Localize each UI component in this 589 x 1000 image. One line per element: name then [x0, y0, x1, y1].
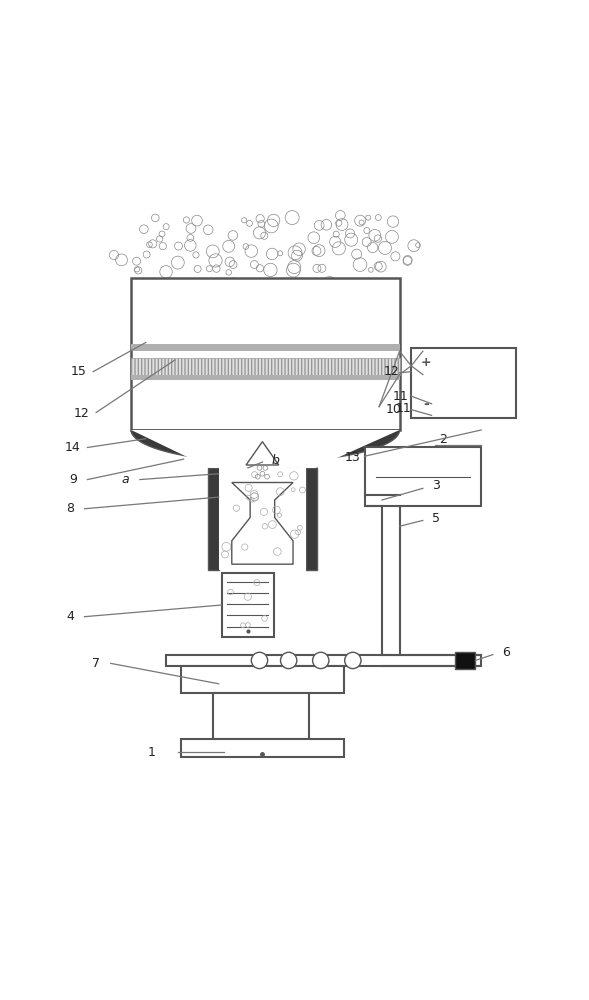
Bar: [131, 375, 399, 380]
Bar: [411, 348, 516, 418]
Text: 10: 10: [386, 403, 402, 416]
Text: 12: 12: [383, 365, 399, 378]
Text: 4: 4: [66, 610, 74, 623]
Polygon shape: [131, 430, 399, 468]
Text: 6: 6: [502, 646, 509, 659]
Circle shape: [345, 652, 361, 669]
Text: a: a: [121, 473, 129, 486]
Bar: [181, 739, 344, 757]
Text: 13: 13: [345, 451, 360, 464]
Text: 11: 11: [393, 390, 409, 403]
Text: -: -: [423, 397, 429, 411]
Text: 15: 15: [71, 365, 87, 378]
Text: 9: 9: [69, 473, 77, 486]
Polygon shape: [232, 482, 293, 564]
Text: 5: 5: [432, 512, 440, 525]
Text: 14: 14: [65, 441, 81, 454]
Circle shape: [252, 652, 267, 669]
Bar: [455, 652, 475, 669]
Bar: [221, 573, 274, 637]
Text: 1: 1: [148, 746, 155, 759]
Text: 11: 11: [396, 402, 412, 415]
Bar: [131, 358, 399, 375]
Bar: [306, 468, 317, 570]
Text: 12: 12: [74, 407, 90, 420]
Text: +: +: [421, 356, 431, 369]
Bar: [208, 468, 219, 570]
Text: 3: 3: [432, 479, 439, 492]
Circle shape: [280, 652, 297, 669]
Bar: [213, 693, 309, 739]
Bar: [181, 666, 344, 693]
Text: 2: 2: [439, 433, 447, 446]
Circle shape: [313, 652, 329, 669]
Bar: [131, 344, 399, 351]
Polygon shape: [131, 430, 399, 462]
Bar: [365, 447, 481, 506]
Polygon shape: [246, 442, 279, 465]
Bar: [166, 655, 481, 666]
Text: 7: 7: [92, 657, 100, 670]
Bar: [131, 278, 399, 430]
Bar: [219, 468, 306, 570]
Text: b: b: [272, 454, 280, 467]
Text: 8: 8: [66, 502, 74, 515]
